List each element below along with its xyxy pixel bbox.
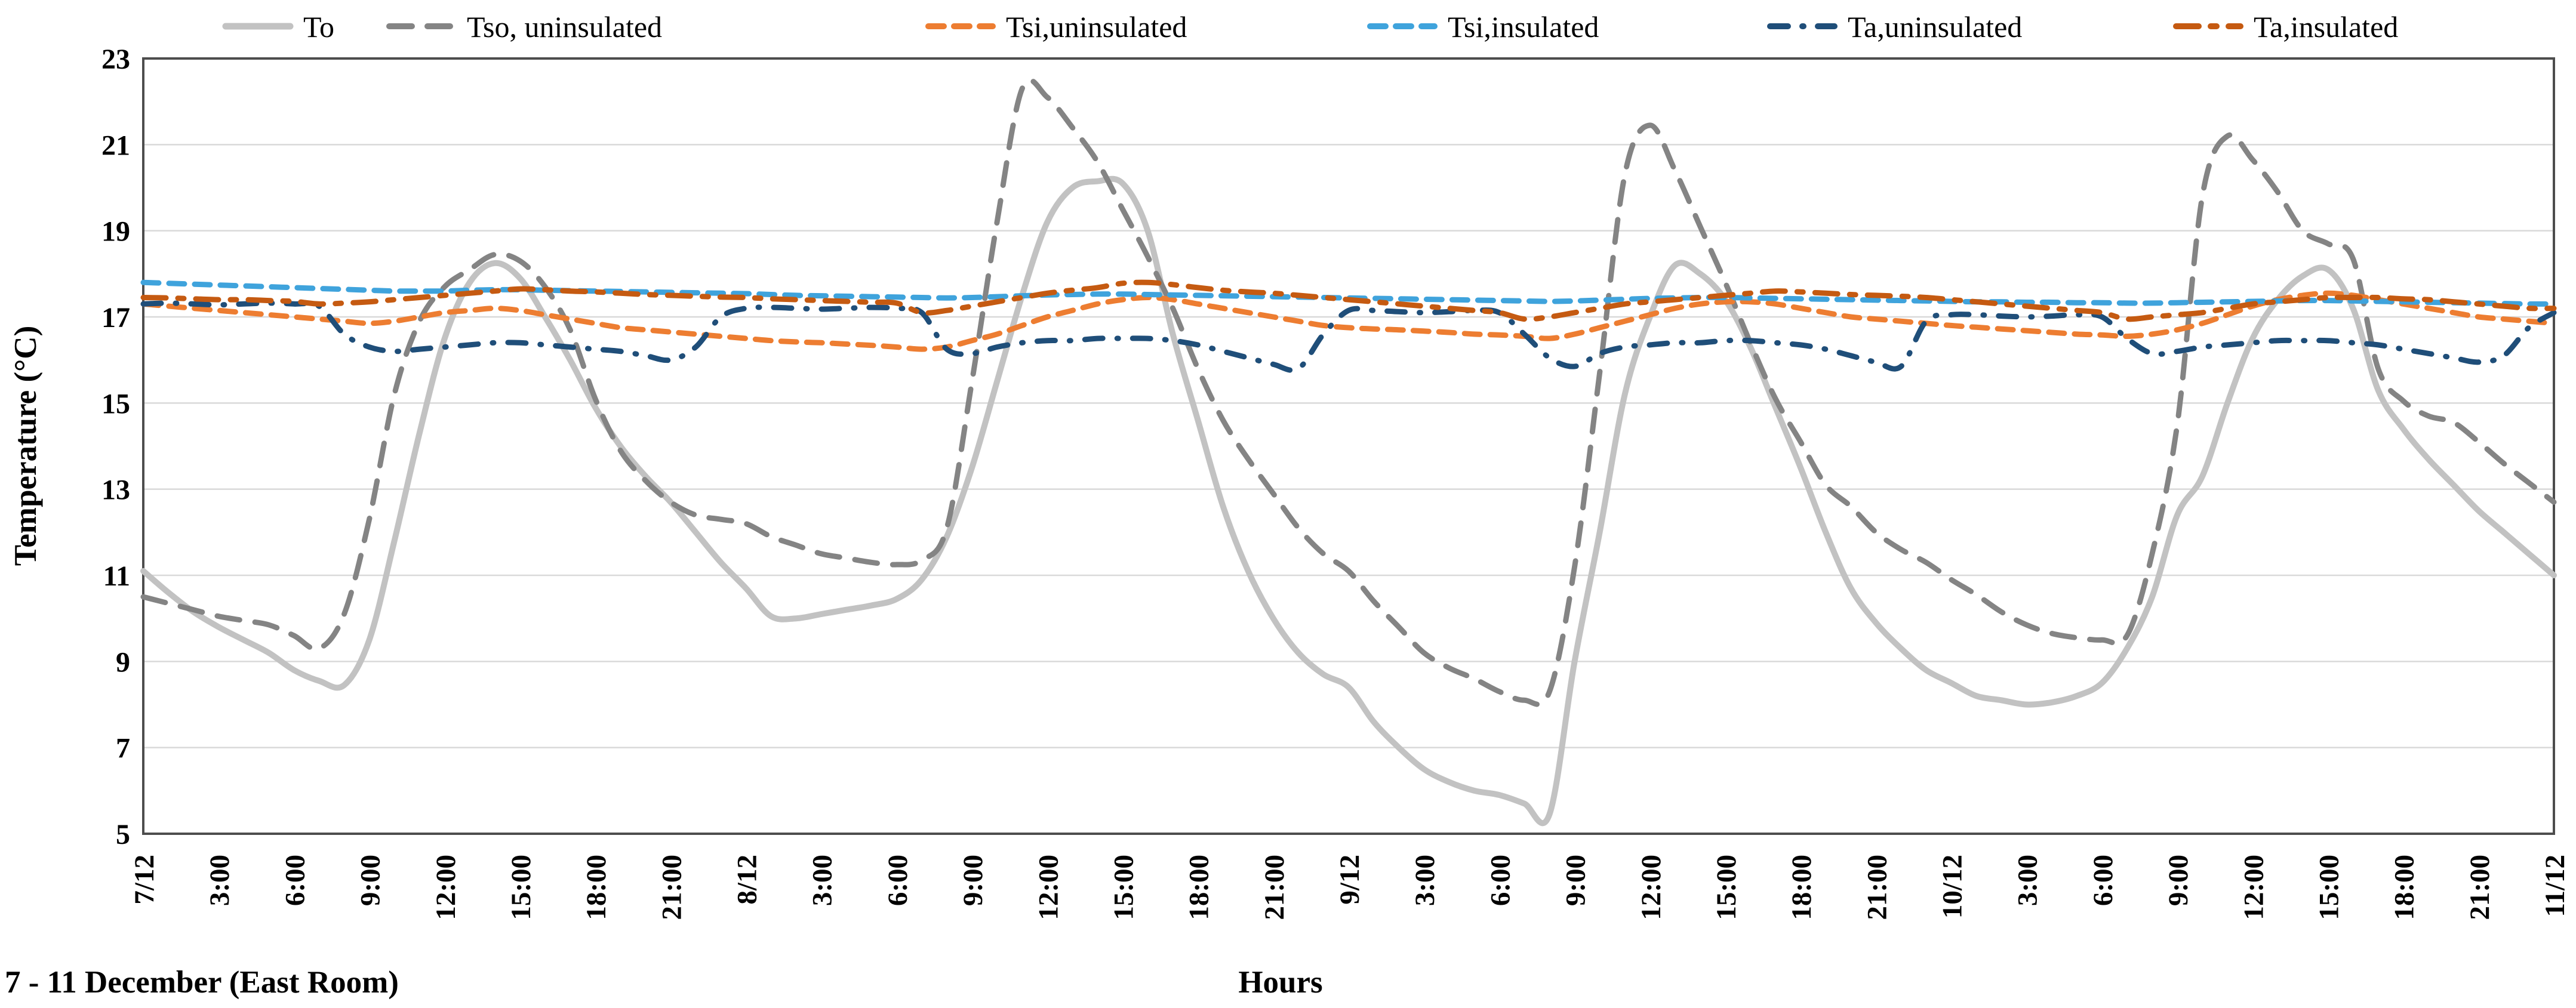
y-axis-title: Temperature (°C)	[8, 326, 43, 566]
x-tick-6: 18:00	[581, 855, 612, 920]
x-tick-18: 6:00	[1485, 855, 1516, 906]
y-tick-17: 17	[101, 302, 130, 334]
legend-label-6: Ta,insulated	[2254, 10, 2398, 44]
x-tick-19: 9:00	[1561, 855, 1592, 906]
y-tick-21: 21	[101, 130, 130, 161]
y-tick-15: 15	[101, 388, 130, 420]
x-axis-title: Hours	[1238, 965, 1322, 1000]
x-tick-28: 12:00	[2238, 855, 2269, 920]
legend: To Tso, uninsulated Tsi,uninsulated Tsi,ins…	[222, 10, 2398, 44]
y-tick-7: 7	[116, 733, 130, 765]
x-tick-12: 12:00	[1033, 855, 1064, 920]
x-tick-0: 7/12	[129, 855, 160, 905]
x-tick-16: 9/12	[1334, 855, 1365, 905]
series-line-ta-insulated	[140, 279, 2557, 322]
x-tick-2: 6:00	[279, 855, 310, 906]
y-tick-23: 23	[101, 44, 130, 75]
x-tick-8: 8/12	[732, 855, 763, 905]
plot-border	[142, 57, 2555, 835]
chart-caption: 7 - 11 December (East Room)	[5, 965, 399, 1000]
x-tick-31: 21:00	[2464, 855, 2495, 920]
x-axis-tick-labels: 7/12 3:00 6:00 9:00 12:00 15:00 18:00 21:00 8/12…	[129, 855, 2571, 920]
gridlines	[142, 57, 2555, 835]
x-tick-25: 3:00	[2012, 855, 2043, 906]
x-tick-29: 15:00	[2313, 855, 2344, 920]
series-line-tso-uninsulated	[140, 77, 2557, 707]
x-tick-14: 18:00	[1184, 855, 1215, 920]
x-tick-24: 10/12	[1937, 855, 1968, 918]
x-tick-27: 9:00	[2163, 855, 2194, 906]
series-line-tsi-uninsulated	[140, 290, 2557, 352]
x-tick-21: 15:00	[1711, 855, 1742, 920]
x-tick-11: 9:00	[958, 855, 989, 906]
series-lines	[140, 77, 2557, 827]
x-tick-15: 21:00	[1259, 855, 1290, 920]
x-tick-9: 3:00	[807, 855, 838, 906]
y-tick-9: 9	[116, 646, 130, 678]
x-tick-3: 9:00	[355, 855, 386, 906]
y-tick-5: 5	[116, 819, 130, 850]
x-tick-10: 6:00	[882, 855, 913, 906]
x-tick-5: 15:00	[506, 855, 537, 920]
legend-label-2: Tso, uninsulated	[467, 10, 662, 44]
x-tick-7: 21:00	[656, 855, 687, 920]
series-line-ta-uninsulated	[140, 300, 2557, 373]
x-tick-23: 21:00	[1861, 855, 1892, 920]
x-tick-4: 12:00	[430, 855, 461, 920]
y-tick-11: 11	[103, 560, 130, 592]
x-tick-17: 3:00	[1409, 855, 1441, 906]
x-tick-30: 18:00	[2389, 855, 2420, 920]
legend-label-4: Tsi,insulated	[1448, 10, 1599, 44]
x-tick-13: 15:00	[1108, 855, 1139, 920]
legend-label-5: Ta,uninsulated	[1848, 10, 2022, 44]
y-axis-tick-labels: 5 7 9 11 13 15 17 19 21 23	[101, 44, 130, 850]
y-tick-13: 13	[101, 474, 130, 506]
x-tick-1: 3:00	[204, 855, 235, 906]
x-tick-20: 12:00	[1636, 855, 1667, 920]
series-line-to	[140, 175, 2557, 827]
x-tick-32: 11/12	[2540, 855, 2571, 917]
x-tick-22: 18:00	[1786, 855, 1817, 920]
x-tick-26: 6:00	[2088, 855, 2119, 906]
y-tick-19: 19	[101, 216, 130, 248]
legend-label-3: Tsi,uninsulated	[1006, 10, 1187, 44]
legend-label-1: To	[303, 10, 334, 44]
